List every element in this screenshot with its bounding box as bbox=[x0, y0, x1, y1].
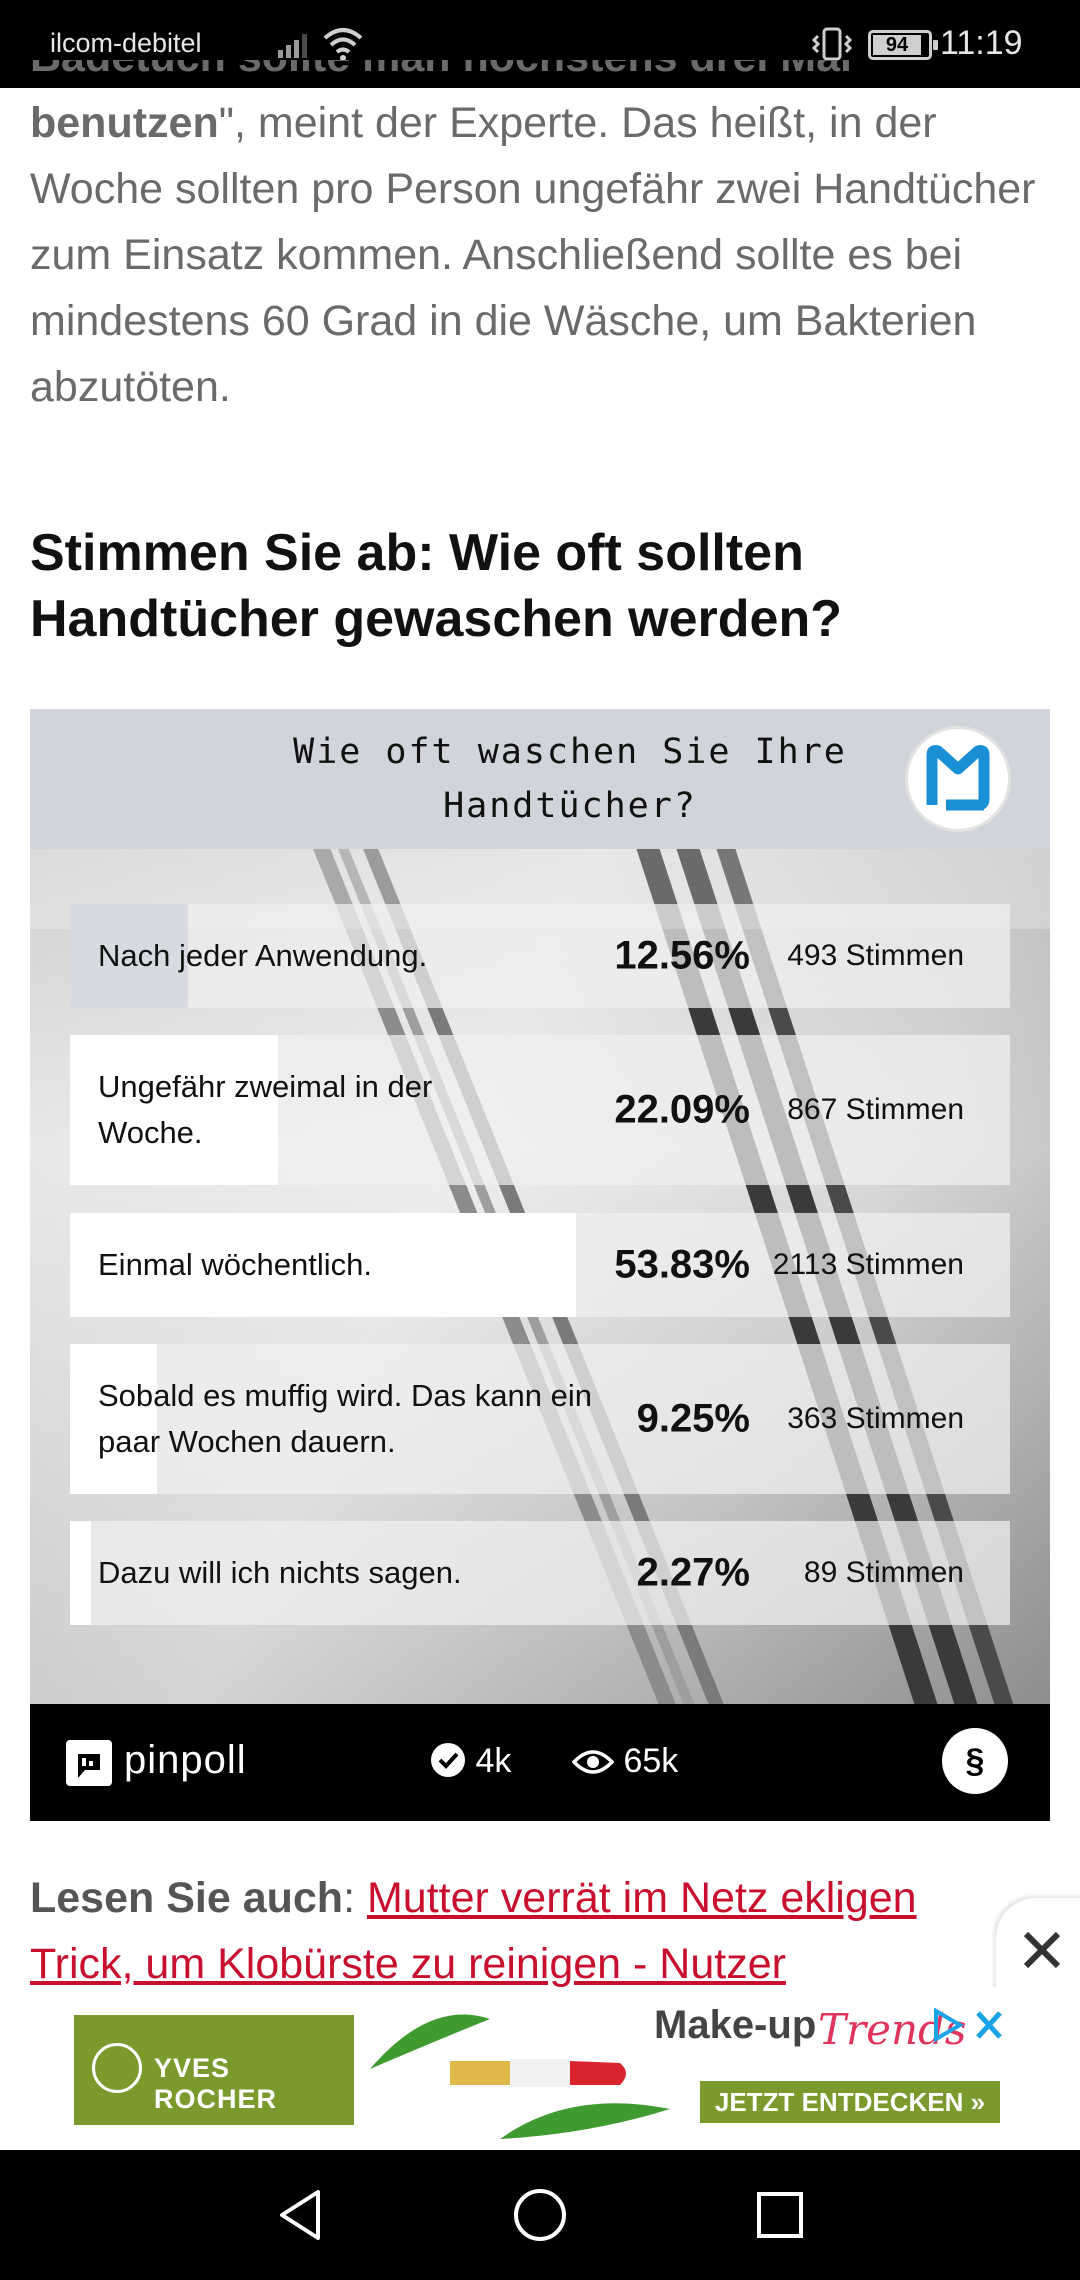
close-icon bbox=[1023, 1931, 1061, 1969]
recents-icon bbox=[757, 2192, 803, 2238]
poll-option-bar bbox=[70, 1521, 92, 1625]
votes-count: 4k bbox=[475, 1742, 512, 1780]
pinpoll-logo-icon[interactable] bbox=[66, 1740, 112, 1786]
poll-option-label: Ungefähr zweimal in der Woche. bbox=[98, 1069, 433, 1150]
privacy-icon[interactable]: § bbox=[942, 1728, 1008, 1794]
poll-option[interactable]: Nach jeder Anwendung. 12.56% 493 Stimmen bbox=[70, 904, 1010, 1008]
poll-option-votes: 2113 Stimmen bbox=[772, 1248, 964, 1281]
views-count: 65k bbox=[623, 1742, 679, 1780]
poll-option-label: Nach jeder Anwendung. bbox=[98, 938, 428, 973]
article-cut-line: Badetuch sollte man höchstens drei Mal bbox=[30, 60, 1050, 90]
battery-icon: 94 bbox=[868, 30, 938, 60]
poll-header: Wie oft waschen Sie Ihre Handtücher? bbox=[30, 709, 1050, 849]
battery-level: 94 bbox=[873, 35, 921, 55]
poll-option-percent: 2.27% bbox=[636, 1550, 750, 1595]
signal-icon bbox=[278, 30, 314, 63]
article-paragraph: ", meint der Experte. Das heißt, in der … bbox=[30, 99, 1036, 411]
votes-stat: 4k bbox=[430, 1742, 511, 1781]
poll-option-percent: 22.09% bbox=[614, 1087, 750, 1132]
ad-banner[interactable]: YVES ROCHER Make-up Trends JETZT ENTDECK… bbox=[0, 1987, 1080, 2150]
poll-question: Wie oft waschen Sie Ihre Handtücher? bbox=[293, 732, 847, 826]
publisher-logo-icon[interactable] bbox=[905, 726, 1011, 832]
poll-option-percent: 53.83% bbox=[614, 1242, 750, 1287]
poll-body: Nach jeder Anwendung. 12.56% 493 Stimmen… bbox=[30, 849, 1050, 1704]
vibrate-icon bbox=[810, 26, 854, 67]
status-bar: ilcom-debitel 94 11:19 bbox=[0, 0, 1080, 88]
article-bold-text: benutzen bbox=[30, 99, 219, 147]
poll-option-votes: 89 Stimmen bbox=[803, 1556, 964, 1589]
system-navigation-bar bbox=[0, 2150, 1080, 2280]
carrier-name: ilcom-debitel bbox=[50, 28, 202, 58]
poll-option-label: Einmal wöchentlich. bbox=[98, 1247, 372, 1282]
ad-lipstick-image bbox=[370, 2014, 670, 2139]
back-icon bbox=[280, 2190, 320, 2240]
ad-brand: YVES ROCHER bbox=[154, 2053, 278, 2114]
poll-footer: pinpoll 4k 65k § bbox=[30, 1704, 1050, 1821]
related-link[interactable]: Mutter verrät im Netz ekligen Trick, um … bbox=[30, 1874, 917, 1988]
yves-rocher-logo-icon bbox=[92, 2043, 142, 2093]
poll-option-label: Dazu will ich nichts sagen. bbox=[98, 1555, 462, 1590]
poll-option-bar bbox=[70, 1344, 157, 1494]
ad-brand-block[interactable]: YVES ROCHER bbox=[74, 2015, 354, 2125]
home-icon bbox=[514, 2189, 566, 2241]
close-ad-button[interactable] bbox=[996, 1898, 1080, 1994]
ad-cta-button[interactable]: JETZT ENTDECKEN » bbox=[700, 2081, 1000, 2123]
clock: 11:19 bbox=[940, 24, 1023, 62]
poll-option-votes: 493 Stimmen bbox=[787, 939, 964, 972]
related-article: Lesen Sie auch: Mutter verrät im Netz ek… bbox=[30, 1865, 1030, 1997]
poll-option-votes: 867 Stimmen bbox=[787, 1093, 964, 1126]
adchoices-icon[interactable] bbox=[930, 2007, 1006, 2048]
poll-option-bar bbox=[70, 1035, 278, 1185]
article-text: Badetuch sollte man höchstens drei Mal b… bbox=[30, 60, 1050, 420]
home-button[interactable] bbox=[505, 2180, 575, 2250]
poll-heading: Stimmen Sie ab: Wie oft sollten Handtüch… bbox=[30, 524, 842, 648]
poll-option[interactable]: Sobald es muffig wird. Das kann ein paar… bbox=[70, 1344, 1010, 1494]
poll-option[interactable]: Ungefähr zweimal in der Woche. 22.09% 86… bbox=[70, 1035, 1010, 1185]
poll-option-percent: 12.56% bbox=[614, 933, 750, 978]
recents-button[interactable] bbox=[745, 2180, 815, 2250]
poll-widget: Wie oft waschen Sie Ihre Handtücher? Nac… bbox=[30, 709, 1050, 1821]
poll-option-percent: 9.25% bbox=[636, 1396, 750, 1441]
poll-option-bar bbox=[70, 1213, 576, 1317]
poll-option[interactable]: Dazu will ich nichts sagen. 2.27% 89 Sti… bbox=[70, 1521, 1010, 1625]
related-label: Lesen Sie auch bbox=[30, 1874, 344, 1922]
poll-option-votes: 363 Stimmen bbox=[787, 1402, 964, 1435]
poll-option-label: Sobald es muffig wird. Das kann ein paar… bbox=[98, 1378, 592, 1459]
eye-icon bbox=[571, 1750, 615, 1774]
views-stat: 65k bbox=[571, 1742, 679, 1781]
ad-headline: Make-up bbox=[654, 2003, 817, 2047]
pinpoll-brand[interactable]: pinpoll bbox=[124, 1738, 247, 1782]
wifi-icon bbox=[322, 26, 364, 67]
back-button[interactable] bbox=[268, 2180, 338, 2250]
poll-option[interactable]: Einmal wöchentlich. 53.83% 2113 Stimmen bbox=[70, 1213, 1010, 1317]
related-separator: : bbox=[343, 1874, 356, 1922]
check-icon bbox=[431, 1743, 465, 1777]
poll-option-bar bbox=[70, 904, 189, 1008]
